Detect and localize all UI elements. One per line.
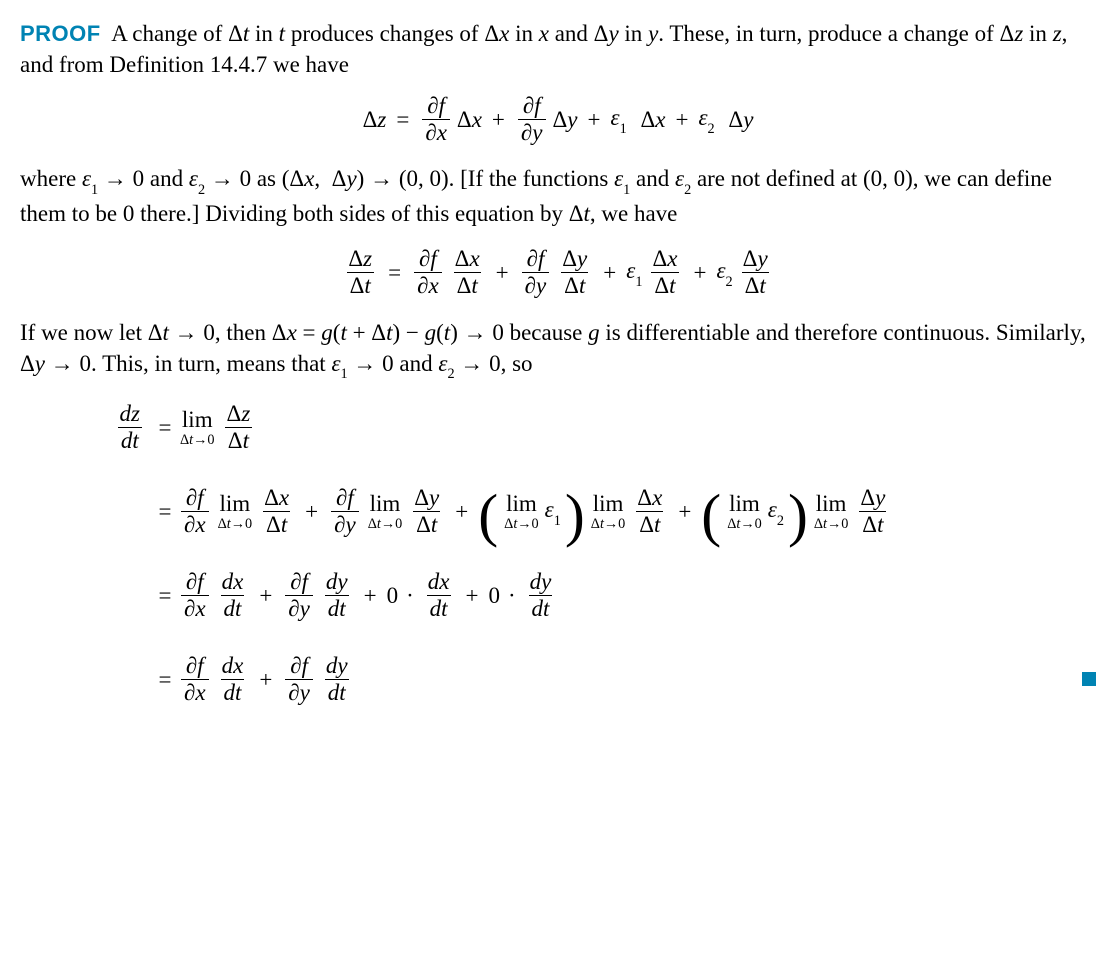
- derivation-row-4: = ∂f ∂x dx dt + ∂f ∂y dy dt: [60, 652, 1096, 706]
- proof-paragraph-1: PROOF A change of Δt in t produces chang…: [20, 18, 1096, 80]
- proof-paragraph-2: where ε1 → 0 and ε2 → 0 as (Δx, Δy) → (0…: [20, 163, 1096, 229]
- derivation-row-3: = ∂f ∂x dx dt + ∂f ∂y dy dt + 0 · dx: [60, 568, 1096, 622]
- qed-icon: [1082, 672, 1096, 686]
- derivation-row-1: dz dt = lim Δt→0 Δz Δt: [60, 400, 1096, 454]
- equation-dz-over-dt: Δz Δt = ∂f ∂x Δx Δt + ∂f ∂y Δy Δt + ε1 Δ…: [20, 243, 1096, 298]
- proof-label: PROOF: [20, 21, 101, 46]
- proof-paragraph-3: If we now let Δt → 0, then Δx = g(t + Δt…: [20, 317, 1096, 383]
- derivation-row-2: = ∂f ∂x lim Δt→0 Δx Δt + ∂f ∂y lim Δt→0: [60, 484, 1096, 538]
- derivation-block: dz dt = lim Δt→0 Δz Δt = ∂f ∂x lim: [60, 400, 1096, 706]
- equation-dz: Δz = ∂f ∂x Δx + ∂f ∂y Δy + ε1 Δx + ε2 Δy: [20, 94, 1096, 145]
- text: A change of Δ: [111, 21, 243, 46]
